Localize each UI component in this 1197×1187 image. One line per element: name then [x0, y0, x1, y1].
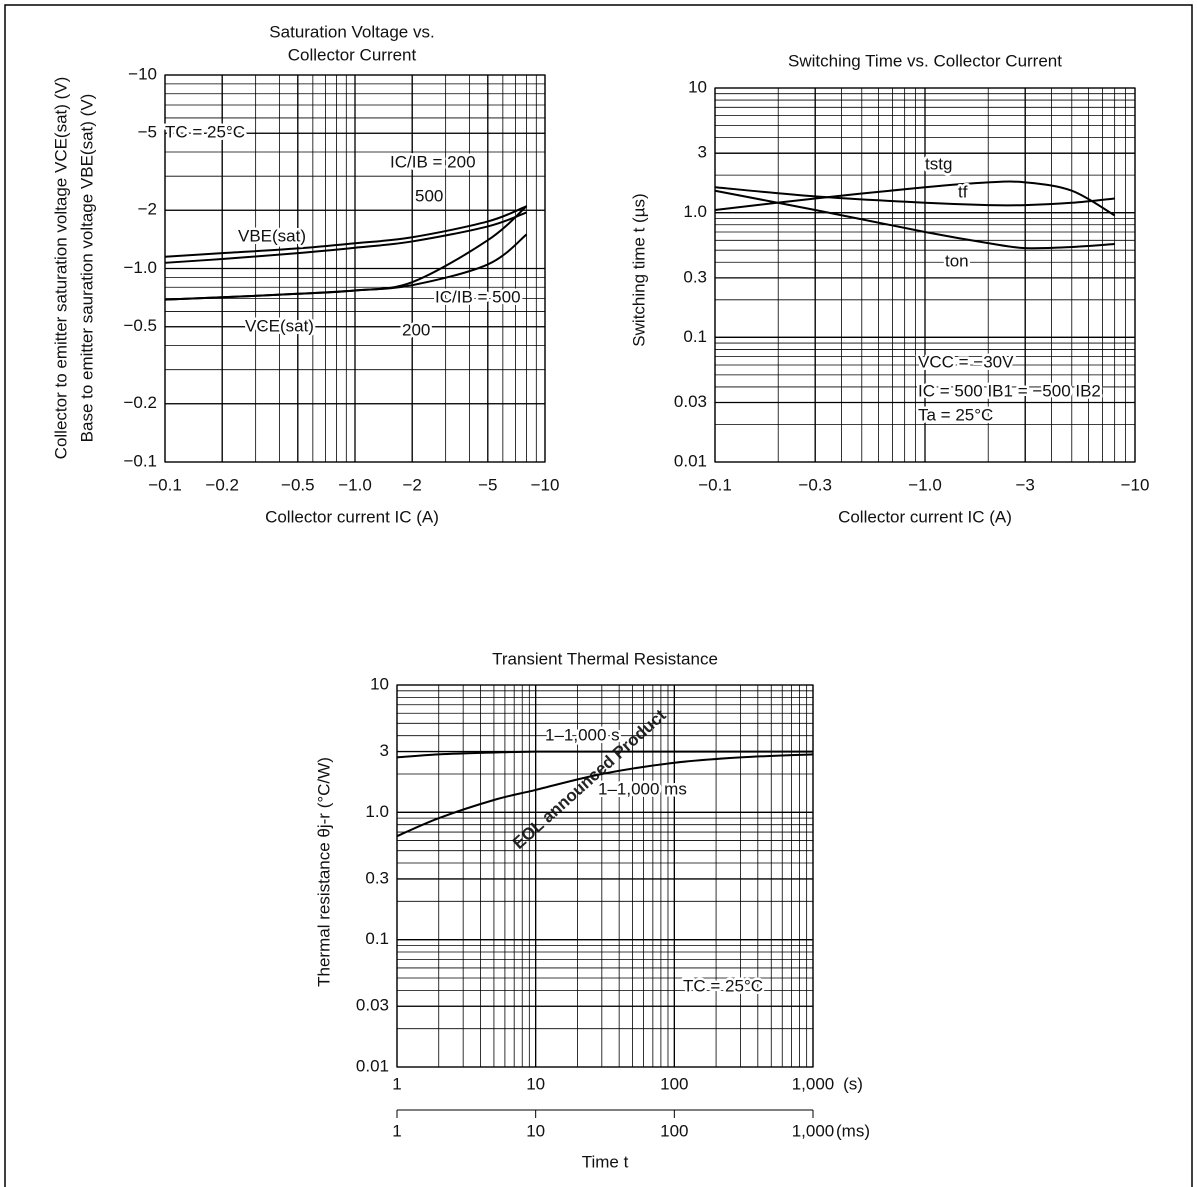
annotation: TC = 25°C	[165, 122, 245, 141]
x-tick-label: 1,000	[792, 1121, 835, 1140]
x-tick-label: 1	[392, 1121, 401, 1140]
chart-title: Collector Current	[288, 45, 417, 64]
annotation: 500	[415, 186, 443, 205]
x-tick-label: 100	[660, 1121, 688, 1140]
chart: 10 3 1.0 0.3 0.1 0.03 0.01 −0.1 −0.3 −1.0 −3 −10 Swi…	[629, 51, 1149, 526]
x-tick-label: 1,000	[792, 1074, 835, 1093]
y-tick-label: −5	[138, 123, 157, 142]
x-tick-label: 1	[392, 1074, 401, 1093]
y-tick-label: 1.0	[683, 202, 707, 221]
series-line	[714, 189, 1115, 250]
y-tick-label: 10	[370, 674, 389, 693]
y-tick-label: 0.03	[674, 392, 707, 411]
y-tick-label: 0.1	[365, 929, 389, 948]
y-tick-label: −10	[128, 64, 157, 83]
series-label: 1–1,000 s	[545, 725, 620, 744]
annotation: 200	[402, 320, 430, 339]
chart-title: Switching Time vs. Collector Current	[788, 51, 1062, 70]
x-tick-label: 10	[526, 1074, 545, 1093]
x-unit-label: (ms)	[836, 1121, 870, 1140]
y-axis-label: Collector to emitter saturation voltage …	[51, 77, 70, 460]
y-tick-label: −0.2	[123, 393, 157, 412]
series-line	[396, 753, 814, 838]
series-line	[396, 750, 813, 759]
annotation: VBE(sat)	[238, 226, 306, 245]
series-line	[714, 186, 1115, 207]
y-tick-label: 0.01	[674, 451, 707, 470]
annotation: IC = 500 IB1 = −500 IB2	[918, 381, 1101, 400]
x-tick-label: −5	[478, 475, 497, 494]
x-tick-label: −2	[403, 475, 422, 494]
y-tick-label: −0.5	[123, 316, 157, 335]
annotation: TC = 25°C	[683, 976, 763, 995]
y-tick-label: 3	[698, 143, 707, 162]
series-label: ton	[945, 251, 969, 270]
y-axis-label: Switching time t (µs)	[629, 193, 648, 346]
y-axis-label: Base to emitter sauration voltage VBE(sa…	[77, 94, 96, 443]
y-tick-label: −1.0	[123, 258, 157, 277]
x-tick-label: −10	[531, 475, 560, 494]
y-tick-label: 0.01	[356, 1056, 389, 1075]
x-tick-label: −1.0	[908, 475, 942, 494]
x-axis-label: Collector current IC (A)	[838, 507, 1012, 526]
x-tick-label: −3	[1016, 475, 1035, 494]
x-tick-label: −0.1	[148, 475, 182, 494]
series-label: tstg	[925, 154, 952, 173]
x-tick-label: −0.3	[798, 475, 832, 494]
y-tick-label: 3	[380, 741, 389, 760]
x-axis-label: Time t	[582, 1152, 629, 1171]
x-tick-label: −1.0	[338, 475, 372, 494]
chart-title: Saturation Voltage vs.	[269, 22, 434, 41]
y-tick-label: 0.3	[365, 868, 389, 887]
chart: 1031.00.30.10.030.011110101001001,0001,0…	[314, 649, 870, 1171]
x-tick-label: 100	[660, 1074, 688, 1093]
annotation: Ta = 25°C	[918, 405, 993, 424]
series-label: tf	[958, 182, 968, 201]
y-tick-label: 1.0	[365, 802, 389, 821]
x-unit-label: (s)	[843, 1074, 863, 1093]
x-tick-label: −0.2	[205, 475, 239, 494]
y-tick-label: 10	[688, 77, 707, 96]
y-tick-label: 0.1	[683, 327, 707, 346]
x-tick-label: −10	[1121, 475, 1150, 494]
y-axis-label: Thermal resistance θj-r (°C/W)	[314, 757, 333, 987]
annotation: IC/IB = 500	[435, 287, 521, 306]
series-line	[714, 180, 1116, 217]
series-line	[164, 233, 528, 301]
x-axis-label: Collector current IC (A)	[265, 507, 439, 526]
series-label: 1–1,000 ms	[598, 779, 687, 798]
annotation: VCE(sat)	[245, 316, 314, 335]
series-line	[164, 211, 527, 264]
y-tick-label: 0.03	[356, 996, 389, 1015]
chart: −10 −5 −2 −1.0 −0.5 −0.2 −0.1 −0.1 −0.2 −0.5 −1.0 −…	[51, 22, 559, 526]
chart-title: Transient Thermal Resistance	[492, 649, 718, 668]
x-tick-label: −0.1	[698, 475, 732, 494]
series-line	[164, 205, 527, 258]
x-tick-label: 10	[526, 1121, 545, 1140]
y-tick-label: 0.3	[683, 267, 707, 286]
y-tick-label: −0.1	[123, 451, 157, 470]
x-tick-label: −0.5	[281, 475, 315, 494]
annotation: VCC = −30V	[918, 352, 1014, 371]
y-tick-label: −2	[138, 200, 157, 219]
annotation: IC/IB = 200	[390, 152, 476, 171]
